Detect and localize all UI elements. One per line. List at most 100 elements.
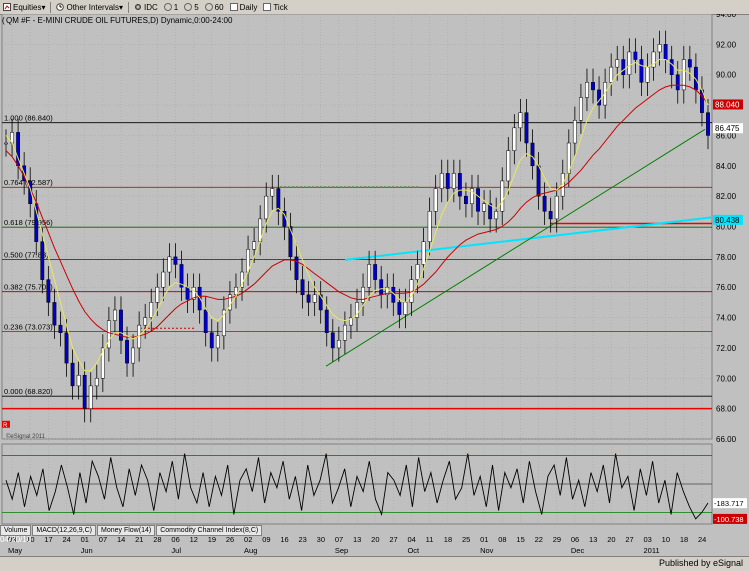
- candle-up: [560, 173, 565, 197]
- slow-moving-average-line: [5, 84, 709, 338]
- calendar-icon: [229, 3, 238, 11]
- x-tick-label: 03: [644, 535, 652, 544]
- dropdown-arrow-icon: ▾: [118, 2, 123, 12]
- candle-down: [294, 256, 299, 280]
- moving-averages: [5, 59, 709, 372]
- interval-1-button[interactable]: 1: [161, 1, 181, 13]
- candle-down: [34, 203, 39, 242]
- fib-label: 0.618 (79.956): [4, 218, 53, 227]
- oscillator-value-label: -183.717: [714, 499, 744, 508]
- candle-up: [234, 286, 238, 296]
- x-month-label: Oct: [407, 546, 420, 555]
- fib-label: 0.236 (73.073): [4, 323, 53, 332]
- x-tick-label: 24: [698, 535, 706, 544]
- x-tick-label: 27: [625, 535, 633, 544]
- chart-annotations: R: [2, 128, 713, 429]
- candle-down: [173, 256, 178, 265]
- candle-up: [342, 324, 347, 341]
- candle-down: [639, 59, 644, 83]
- candle-up: [494, 211, 499, 220]
- price-label-box: [713, 99, 743, 110]
- candle-down: [397, 302, 402, 315]
- price-chart[interactable]: 1.000 (86.840)0.764 (82.587)0.618 (79.95…: [0, 14, 749, 556]
- candle-down: [669, 59, 674, 75]
- fib-label: 0.382 (75.704): [4, 283, 53, 292]
- x-month-label: Sep: [335, 546, 348, 555]
- interval-5-button[interactable]: 5: [181, 1, 201, 13]
- r-marker: [2, 420, 10, 428]
- published-by: Published by eSignal: [658, 558, 743, 568]
- candle-down: [40, 241, 45, 280]
- clock-icon: [163, 3, 172, 11]
- cci-oscillator-line: [5, 453, 709, 520]
- x-month-label: Jun: [81, 546, 93, 555]
- x-tick-label: 08: [498, 535, 506, 544]
- candle-up: [4, 142, 8, 145]
- candle-down: [464, 195, 468, 204]
- candle-down: [663, 44, 668, 60]
- candle-up: [349, 317, 353, 326]
- candle-up: [336, 340, 341, 349]
- candle-down: [373, 264, 378, 280]
- candle-down: [706, 112, 710, 136]
- chart-title: QM #F - E-MINI CRUDE OIL FUTURES,D) Dyna…: [6, 16, 233, 25]
- x-tick-label: 28: [153, 535, 161, 544]
- x-tick-label: 06: [171, 535, 179, 544]
- interval-daily-button[interactable]: Daily: [227, 1, 261, 13]
- candle-down: [597, 89, 601, 106]
- x-tick-label: 27: [389, 535, 397, 544]
- candle-up: [578, 97, 583, 121]
- fib-label: 0.500 (77.83): [4, 250, 49, 259]
- uptrend-line: [325, 128, 706, 367]
- idc-label: IDC: [143, 2, 158, 12]
- interval-daily-label: Daily: [239, 2, 258, 12]
- candle-up: [512, 127, 517, 151]
- candle-up: [161, 271, 166, 288]
- y-axis: 66.00 68.00 70.00 72.00 74.00 76.00 78.00 80.00…: [716, 14, 737, 444]
- idc-button[interactable]: IDC: [131, 1, 161, 13]
- candle-up: [221, 309, 226, 337]
- chart-title-prefix: (: [2, 16, 5, 25]
- candle-up: [518, 112, 523, 129]
- candle-up: [106, 320, 111, 349]
- tab-cci[interactable]: Commodity Channel Index(8,C): [156, 525, 263, 536]
- oscillator-value-box: [713, 513, 747, 524]
- x-tick-label: 10: [26, 535, 34, 544]
- tick-icon: [263, 3, 272, 11]
- candle-down: [58, 324, 63, 333]
- candle-down: [445, 173, 450, 189]
- equities-dropdown[interactable]: Equities ▾: [0, 1, 48, 13]
- interval-1-label: 1: [173, 2, 179, 12]
- x-tick-label: 26: [226, 535, 234, 544]
- toolbar-separator: [50, 1, 52, 13]
- candle-down: [179, 264, 184, 288]
- y-tick-label: 76.00: [716, 283, 737, 292]
- candle-down: [52, 302, 57, 326]
- oscillator-value-box: [713, 498, 747, 509]
- candle-down: [306, 294, 311, 303]
- tab-macd[interactable]: MACD(12,26,9,C): [32, 525, 96, 536]
- equities-label: Equities: [13, 2, 42, 12]
- candle-down: [621, 59, 626, 75]
- interval-60-button[interactable]: 60: [202, 1, 227, 13]
- y-tick-label: 66.00: [716, 435, 737, 444]
- candle-up: [355, 302, 359, 318]
- tab-volume[interactable]: Volume: [0, 525, 32, 536]
- x-tick-label: 24: [62, 535, 70, 544]
- candlesticks: [4, 30, 710, 423]
- candle-down: [591, 82, 595, 91]
- tab-money-flow[interactable]: Money Flow(14): [97, 525, 156, 536]
- candle-up: [215, 335, 220, 349]
- y-tick-label: 74.00: [716, 314, 737, 323]
- gear-icon: [134, 4, 141, 10]
- candle-up: [433, 188, 438, 212]
- x-month-label: Nov: [480, 546, 494, 555]
- other-intervals-dropdown[interactable]: Other Intervals ▾: [53, 1, 125, 13]
- candle-up: [270, 188, 275, 197]
- interval-tick-button[interactable]: Tick: [260, 1, 290, 13]
- candle-up: [615, 59, 620, 68]
- x-tick-label: 13: [589, 535, 597, 544]
- x-tick-label: 20: [371, 535, 379, 544]
- x-tick-label: 20: [607, 535, 615, 544]
- candle-up: [240, 271, 244, 288]
